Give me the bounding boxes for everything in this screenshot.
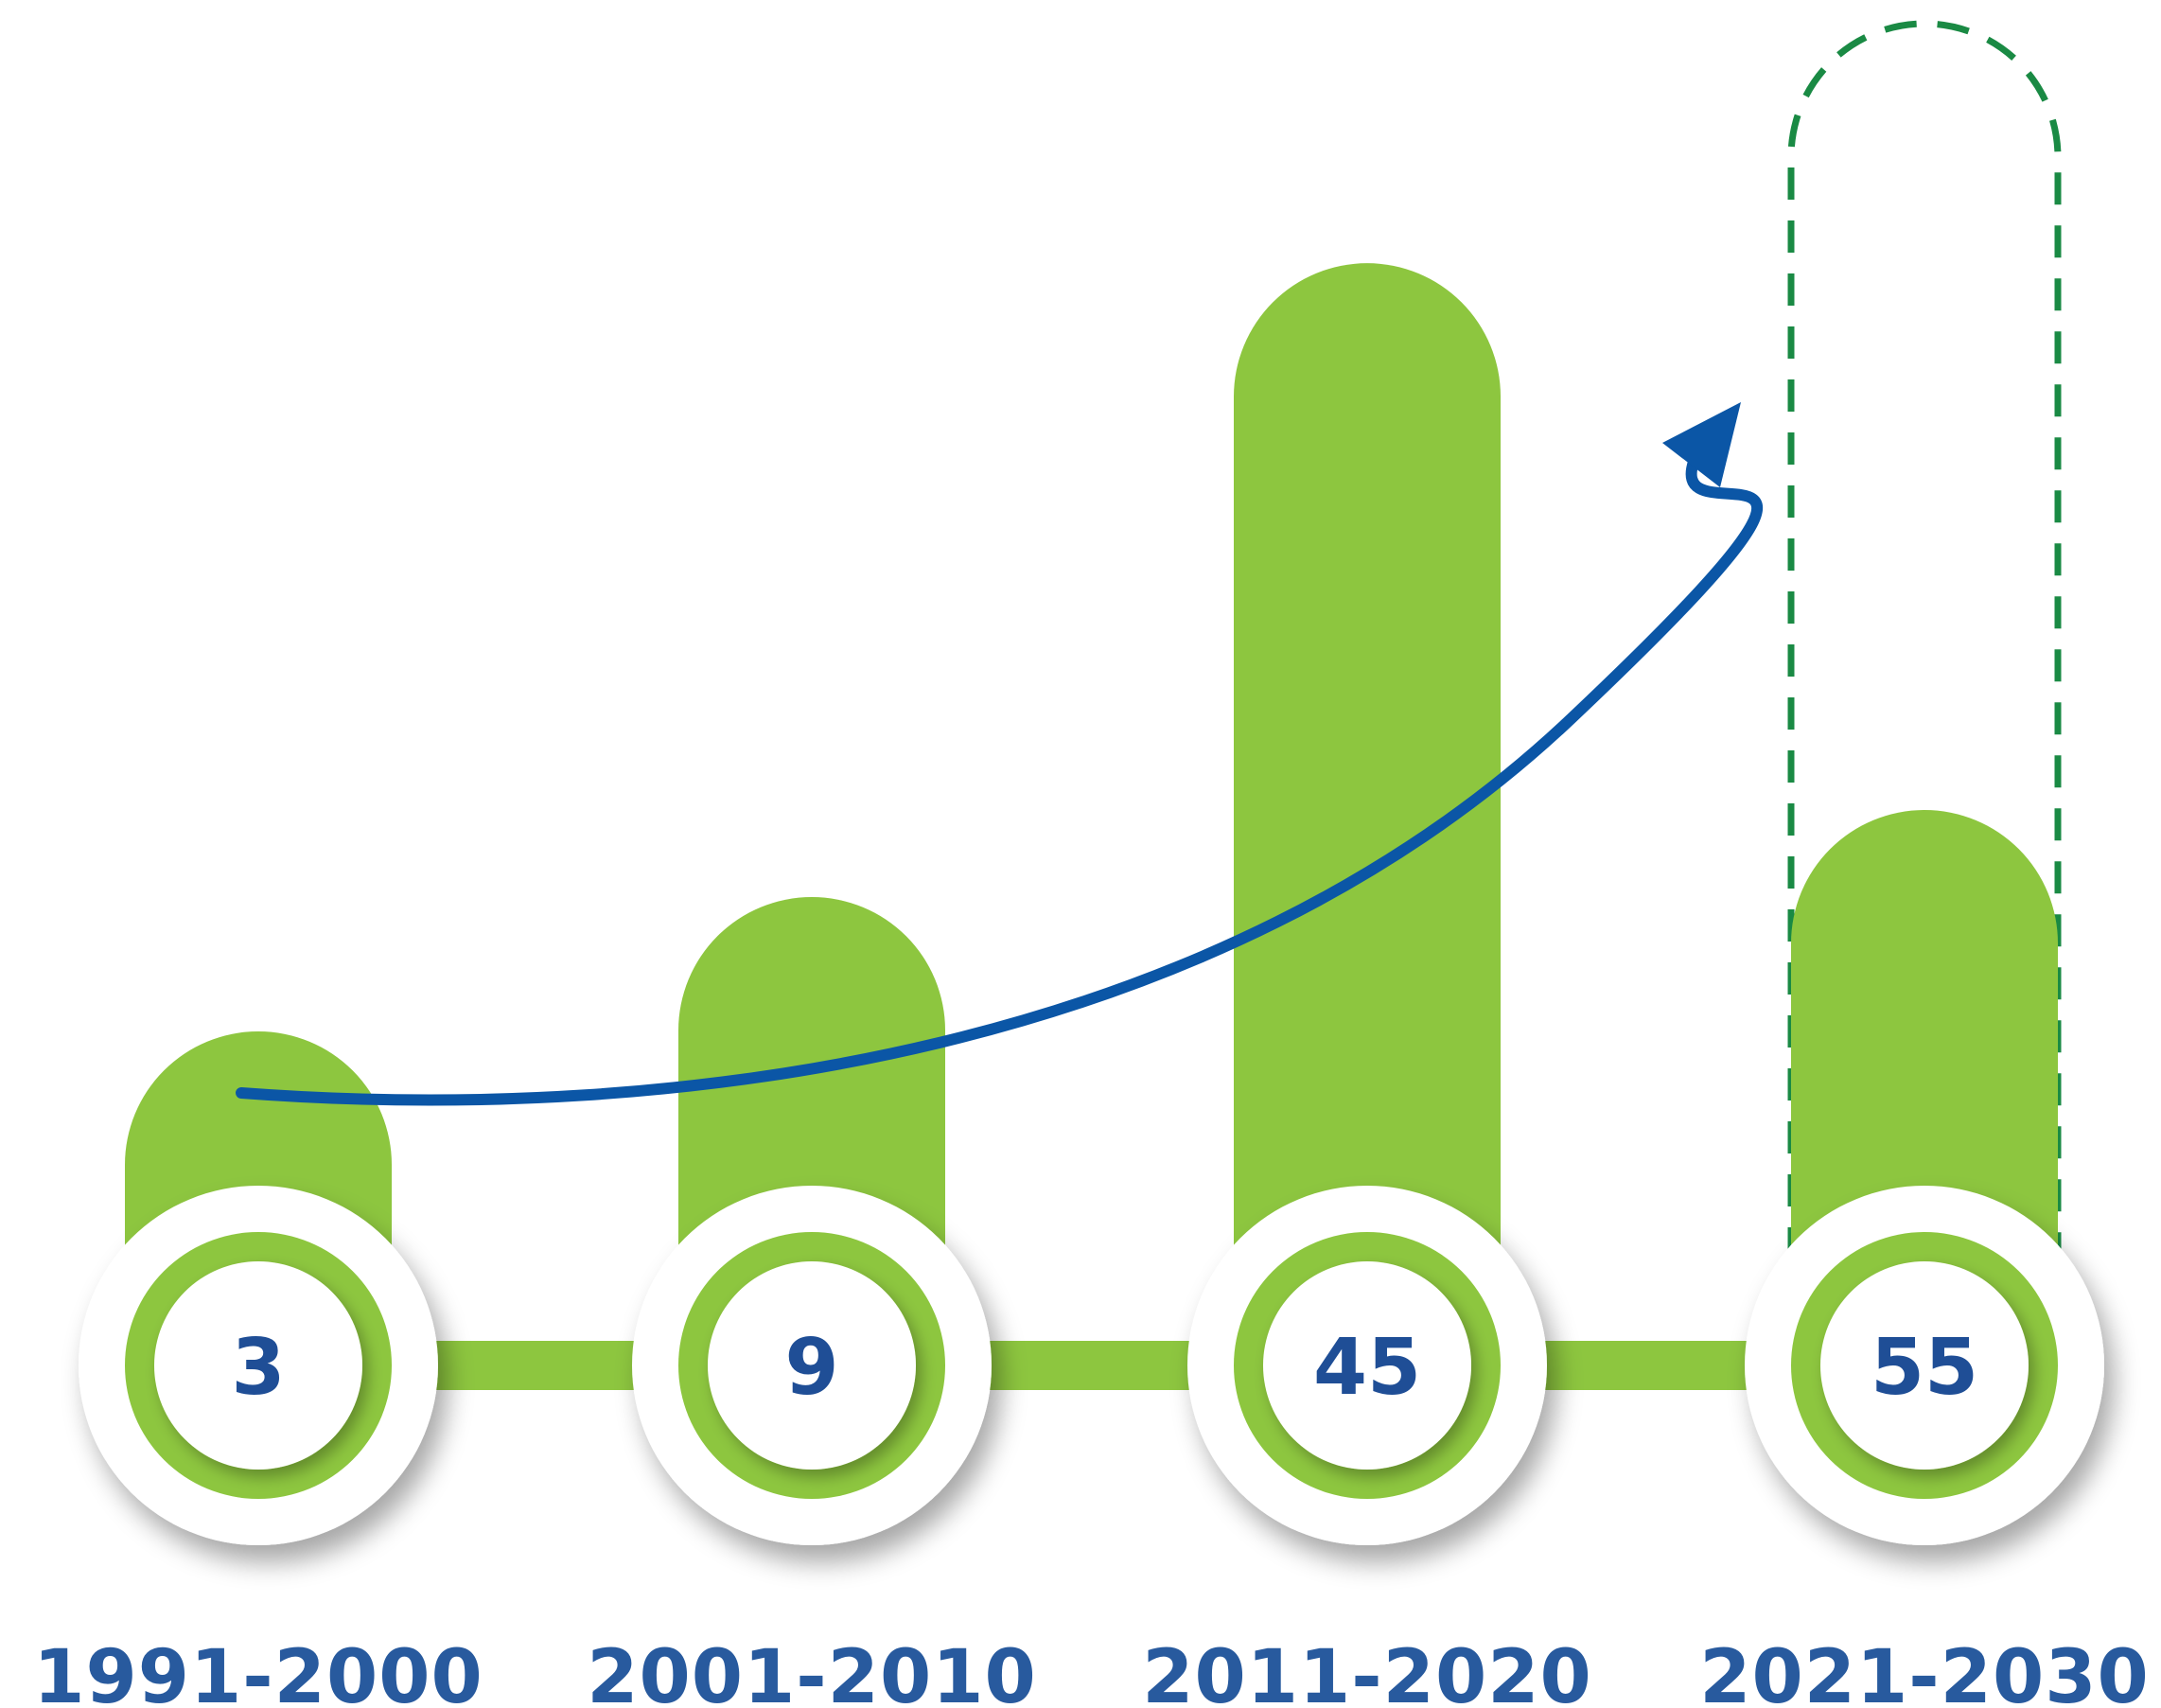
bar-2011-2020 xyxy=(1234,263,1501,1499)
trend-layer xyxy=(236,402,1764,1106)
data-label: 3 xyxy=(231,1323,285,1413)
data-label: 55 xyxy=(1871,1323,1978,1413)
value-disc xyxy=(1820,1261,2029,1470)
value-disc xyxy=(708,1261,916,1470)
connector-layer xyxy=(381,1341,1801,1390)
trend-arrow-line xyxy=(236,456,1764,1106)
category-label-layer: 1991-2000 2001-2010 2011-2020 2021-2030 xyxy=(33,1635,2150,1708)
category-label: 2021-2030 xyxy=(1699,1635,2150,1708)
category-label: 1991-2000 xyxy=(33,1635,483,1708)
value-disc xyxy=(1263,1261,1471,1470)
value-disc-layer: 3 9 45 55 xyxy=(79,1186,2104,1545)
data-label: 9 xyxy=(784,1323,838,1413)
value-disc xyxy=(154,1261,362,1470)
trend-arrow-icon xyxy=(1662,402,1741,487)
category-label: 2011-2020 xyxy=(1142,1635,1592,1708)
category-label: 2001-2010 xyxy=(587,1635,1037,1708)
data-label: 45 xyxy=(1313,1323,1421,1413)
